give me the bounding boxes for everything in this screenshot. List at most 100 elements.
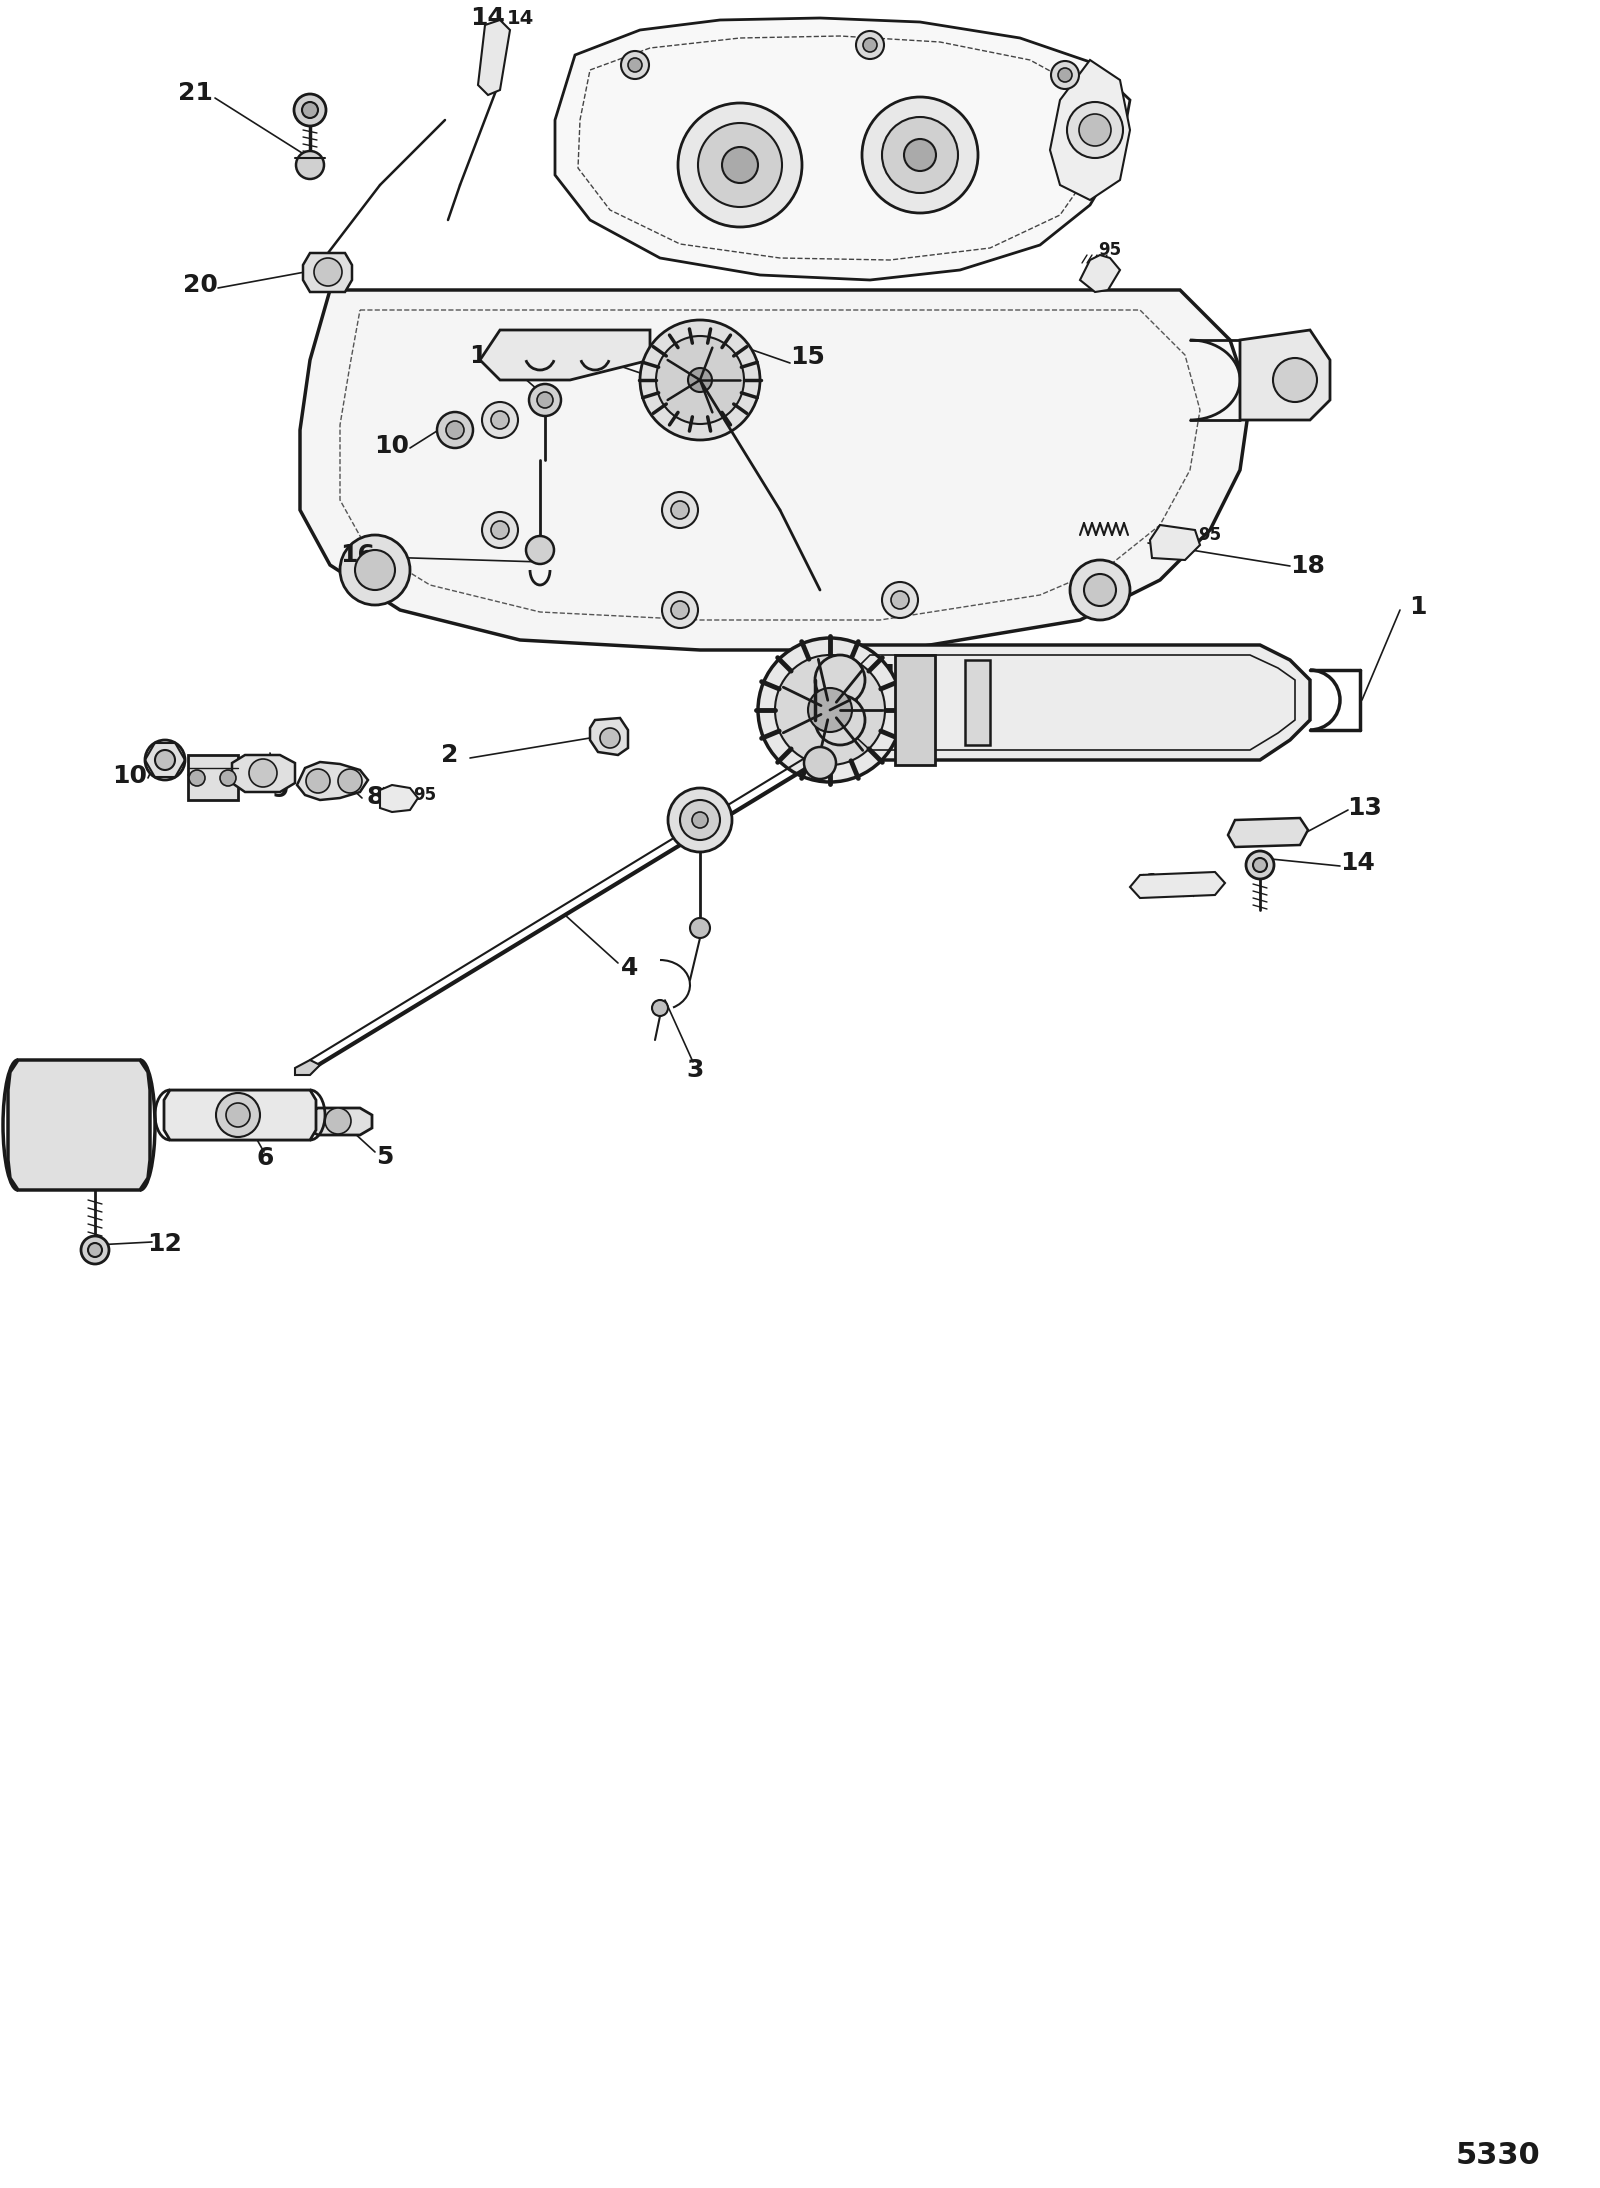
Circle shape [600,729,621,748]
Circle shape [338,768,362,792]
Circle shape [446,420,464,440]
Text: 13: 13 [1347,796,1382,820]
Text: 95: 95 [413,785,437,803]
Circle shape [216,1094,259,1138]
Text: 19: 19 [469,344,504,368]
Circle shape [805,746,835,779]
Text: 1: 1 [1410,595,1427,619]
Circle shape [1070,560,1130,619]
Circle shape [1085,573,1117,606]
Text: 4: 4 [621,956,638,980]
Circle shape [339,536,410,606]
Polygon shape [480,330,650,381]
Text: 20: 20 [182,274,218,298]
Circle shape [680,801,720,840]
Text: 11: 11 [62,1063,98,1087]
Text: 16: 16 [341,543,376,567]
Circle shape [862,96,978,212]
Text: 2: 2 [442,744,459,768]
Circle shape [226,1103,250,1127]
Circle shape [355,549,395,591]
Polygon shape [590,718,627,755]
Circle shape [491,521,509,538]
Circle shape [530,385,562,416]
Text: 15: 15 [880,663,915,687]
Circle shape [482,512,518,547]
Circle shape [302,103,318,118]
Circle shape [491,411,509,429]
Text: 14: 14 [506,9,534,28]
Circle shape [656,337,744,424]
Text: 10: 10 [374,433,410,457]
Text: 14: 14 [470,7,506,31]
Circle shape [662,593,698,628]
Circle shape [1058,68,1072,81]
Polygon shape [381,785,418,812]
Circle shape [627,59,642,72]
Circle shape [1078,114,1110,147]
Polygon shape [306,1107,371,1136]
Circle shape [155,750,174,770]
Circle shape [722,147,758,184]
Circle shape [856,31,883,59]
Circle shape [296,151,323,179]
Circle shape [690,919,710,939]
Circle shape [1051,61,1078,90]
Circle shape [891,591,909,608]
Circle shape [306,768,330,792]
Circle shape [294,94,326,127]
Polygon shape [8,1059,150,1190]
Text: 95: 95 [1099,241,1122,258]
Circle shape [1253,858,1267,873]
Circle shape [670,501,690,519]
Polygon shape [1229,818,1309,847]
Text: 3: 3 [686,1059,704,1083]
Circle shape [669,788,733,851]
Text: 8: 8 [366,785,384,810]
Circle shape [621,50,650,79]
Polygon shape [294,1059,320,1074]
Polygon shape [1130,873,1226,897]
Circle shape [146,740,186,779]
Circle shape [314,258,342,287]
Text: 15: 15 [790,346,826,370]
Text: 5: 5 [376,1144,394,1168]
Text: 17: 17 [571,344,605,368]
Text: 95: 95 [1198,525,1221,545]
Circle shape [758,639,902,781]
Bar [894,654,934,766]
Polygon shape [301,291,1250,650]
Circle shape [1067,103,1123,158]
Polygon shape [1050,59,1130,199]
Circle shape [882,582,918,617]
Text: 21: 21 [178,81,213,105]
Circle shape [662,492,698,527]
Text: 12: 12 [147,1232,182,1256]
Polygon shape [478,20,510,94]
Circle shape [882,116,958,193]
Polygon shape [232,755,294,792]
Polygon shape [1150,525,1200,560]
Circle shape [325,1107,350,1133]
Circle shape [904,140,936,171]
Circle shape [698,123,782,208]
Circle shape [814,654,866,705]
Circle shape [1274,359,1317,403]
Circle shape [189,770,205,785]
Circle shape [250,759,277,788]
Circle shape [538,392,554,407]
Polygon shape [302,254,352,291]
Circle shape [862,37,877,53]
Circle shape [526,536,554,565]
Circle shape [670,602,690,619]
Circle shape [691,812,707,827]
Bar [189,755,238,801]
Text: 7: 7 [256,768,274,792]
Polygon shape [555,18,1130,280]
Circle shape [814,696,866,744]
Circle shape [1246,851,1274,880]
Text: 10: 10 [112,764,147,788]
Text: 14: 14 [1341,851,1376,875]
Text: 5330: 5330 [1456,2140,1539,2170]
Circle shape [774,654,885,766]
